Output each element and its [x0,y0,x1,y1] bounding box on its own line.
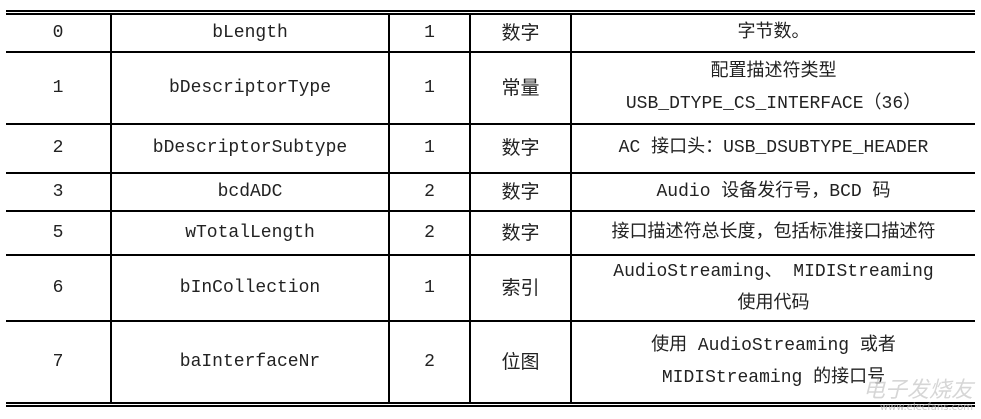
value-cell: 数字 [469,171,572,212]
description-cell: AudioStreaming、 MIDIStreaming 使用代码 [570,253,975,322]
description-line: 接口描述符总长度，包括标准接口描述符 [611,222,936,243]
size-cell: 1 [388,253,471,322]
field-cell: bDescriptorSubtype [110,122,390,174]
description-line: MIDIStreaming 的接口号 [661,367,886,388]
size-cell: 1 [388,11,471,53]
description-cell: Audio 设备发行号，BCD 码 [570,171,975,212]
field-cell: bLength [110,11,390,53]
description-line: 字节数。 [737,22,810,43]
descriptor-table: 0 bLength 1 数字 字节数。 1 bDescriptorType 1 常量 配置描述符类… [6,10,975,407]
description-line: 配置描述符类型 [710,61,837,82]
value-cell: 位图 [469,319,572,406]
size-cell: 2 [388,209,471,256]
table-row: 3 bcdADC 2 数字 Audio 设备发行号，BCD 码 [6,171,975,212]
offset-cell: 3 [6,171,112,212]
description-cell: 接口描述符总长度，包括标准接口描述符 [570,209,975,256]
description-cell: 使用 AudioStreaming 或者 MIDIStreaming 的接口号 [570,319,975,406]
size-cell: 1 [388,50,471,125]
table-row: 5 wTotalLength 2 数字 接口描述符总长度，包括标准接口描述符 [6,209,975,256]
description-line: AudioStreaming、 MIDIStreaming [613,261,934,282]
value-cell: 数字 [469,209,572,256]
size-cell: 2 [388,319,471,406]
size-cell: 2 [388,171,471,212]
description-line: USB_DTYPE_CS_INTERFACE（36） [625,93,922,114]
watermark-logo-text: 电子发烧友 [862,378,973,403]
field-cell: bcdADC [110,171,390,212]
description-line: 使用代码 [737,293,810,314]
offset-cell: 6 [6,253,112,322]
offset-cell: 5 [6,209,112,256]
table-row: 7 baInterfaceNr 2 位图 使用 AudioStreaming 或者 MID… [6,319,975,406]
field-cell: bInCollection [110,253,390,322]
description-line: 使用 AudioStreaming 或者 [651,335,896,356]
description-line: Audio 设备发行号，BCD 码 [656,181,891,202]
watermark-url: www.elecfans.com [879,402,973,413]
value-cell: 索引 [469,253,572,322]
description-line: AC 接口头：USB_DSUBTYPE_HEADER [618,138,929,158]
value-cell: 常量 [469,50,572,125]
field-cell: bDescriptorType [110,50,390,125]
value-cell: 数字 [469,122,572,174]
table-row: 0 bLength 1 数字 字节数。 [6,11,975,53]
offset-cell: 0 [6,11,112,53]
table-row: 1 bDescriptorType 1 常量 配置描述符类型 USB_DTYPE_CS_I… [6,50,975,125]
watermark-logo: 电子发烧友 www.elecfans.com [862,378,973,414]
description-cell: 配置描述符类型 USB_DTYPE_CS_INTERFACE（36） [570,50,975,125]
table-row: 6 bInCollection 1 索引 AudioStreaming、 MIDIStr… [6,253,975,322]
field-cell: baInterfaceNr [110,319,390,406]
description-cell: 字节数。 [570,11,975,53]
offset-cell: 1 [6,50,112,125]
offset-cell: 7 [6,319,112,406]
value-cell: 数字 [469,11,572,53]
size-cell: 1 [388,122,471,174]
offset-cell: 2 [6,122,112,174]
description-cell: AC 接口头：USB_DSUBTYPE_HEADER [570,122,975,174]
field-cell: wTotalLength [110,209,390,256]
table-row: 2 bDescriptorSubtype 1 数字 AC 接口头：USB_DSUBTYP… [6,122,975,174]
